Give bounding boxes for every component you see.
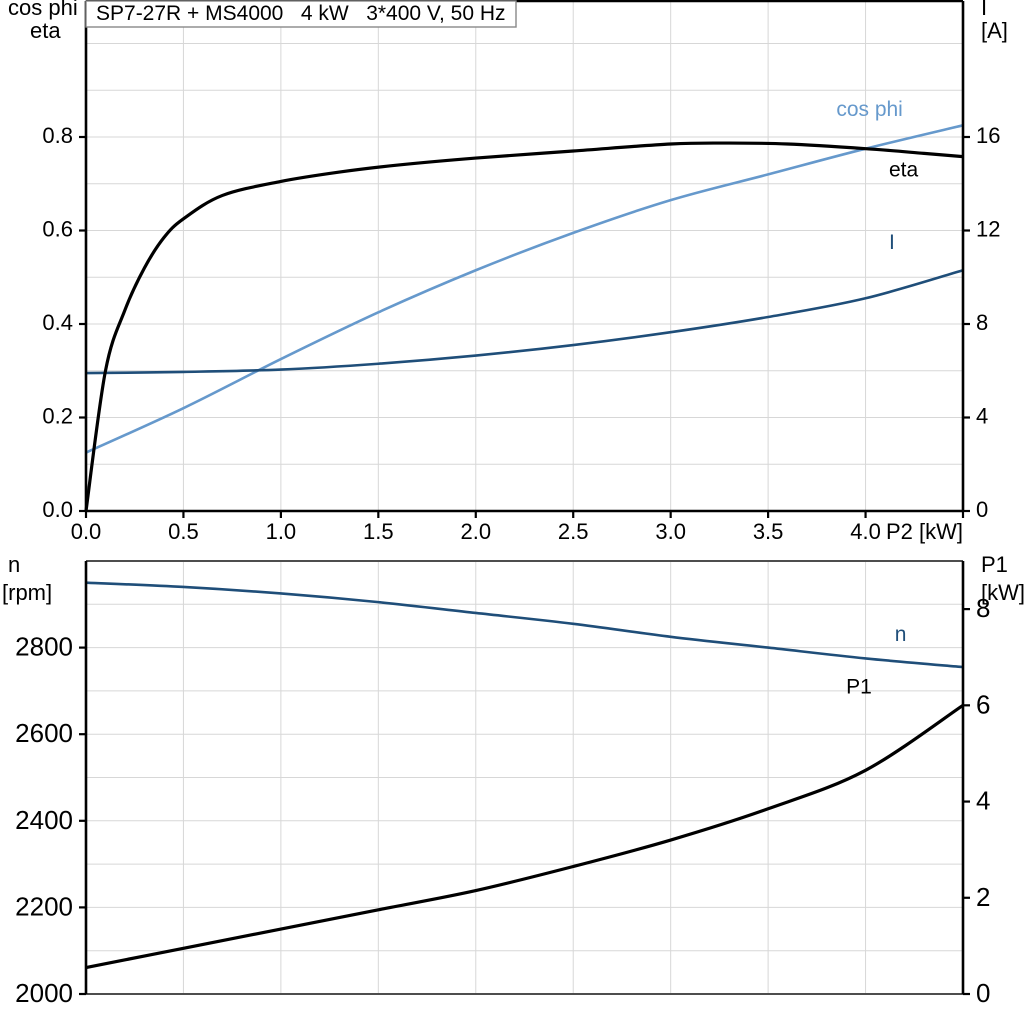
svg-text:2800: 2800: [15, 632, 73, 662]
svg-text:8: 8: [976, 310, 988, 335]
svg-text:P1: P1: [981, 552, 1008, 577]
svg-text:I: I: [981, 0, 987, 20]
svg-text:2600: 2600: [15, 718, 73, 748]
svg-text:3.0: 3.0: [655, 519, 686, 544]
svg-text:2.5: 2.5: [558, 519, 589, 544]
svg-text:[A]: [A]: [981, 18, 1008, 43]
svg-text:[kW]: [kW]: [981, 580, 1024, 605]
svg-text:P1: P1: [846, 675, 872, 698]
svg-text:I: I: [889, 231, 895, 254]
svg-text:0.8: 0.8: [42, 123, 73, 148]
svg-text:1.0: 1.0: [266, 519, 297, 544]
svg-text:3.5: 3.5: [753, 519, 784, 544]
svg-text:2000: 2000: [15, 978, 73, 1008]
svg-text:6: 6: [976, 689, 990, 719]
svg-text:4.0: 4.0: [850, 519, 881, 544]
svg-text:n: n: [895, 623, 907, 646]
svg-text:cos phi: cos phi: [8, 0, 78, 20]
svg-text:12: 12: [976, 217, 1000, 242]
svg-text:0.0: 0.0: [42, 497, 73, 522]
svg-text:4: 4: [976, 786, 990, 816]
svg-text:2: 2: [976, 882, 990, 912]
svg-text:2400: 2400: [15, 805, 73, 835]
svg-text:eta: eta: [889, 159, 919, 182]
svg-text:16: 16: [976, 123, 1000, 148]
svg-text:P2 [kW]: P2 [kW]: [886, 519, 963, 544]
svg-text:0.4: 0.4: [42, 310, 73, 335]
svg-text:eta: eta: [30, 18, 61, 43]
svg-text:0: 0: [976, 978, 990, 1008]
svg-text:0: 0: [976, 497, 988, 522]
svg-text:0.2: 0.2: [42, 404, 73, 429]
svg-text:0.5: 0.5: [168, 519, 199, 544]
svg-text:2.0: 2.0: [460, 519, 491, 544]
svg-text:0.6: 0.6: [42, 217, 73, 242]
svg-text:cos phi: cos phi: [836, 98, 903, 121]
svg-text:[rpm]: [rpm]: [2, 580, 52, 605]
svg-text:SP7-27R + MS4000 4 kW 3*40: SP7-27R + MS4000 4 kW 3*400 V, 50 Hz: [96, 2, 506, 25]
svg-text:4: 4: [976, 404, 988, 429]
svg-text:n: n: [8, 552, 20, 577]
svg-text:1.5: 1.5: [363, 519, 394, 544]
svg-text:0.0: 0.0: [71, 519, 102, 544]
svg-text:2200: 2200: [15, 891, 73, 921]
